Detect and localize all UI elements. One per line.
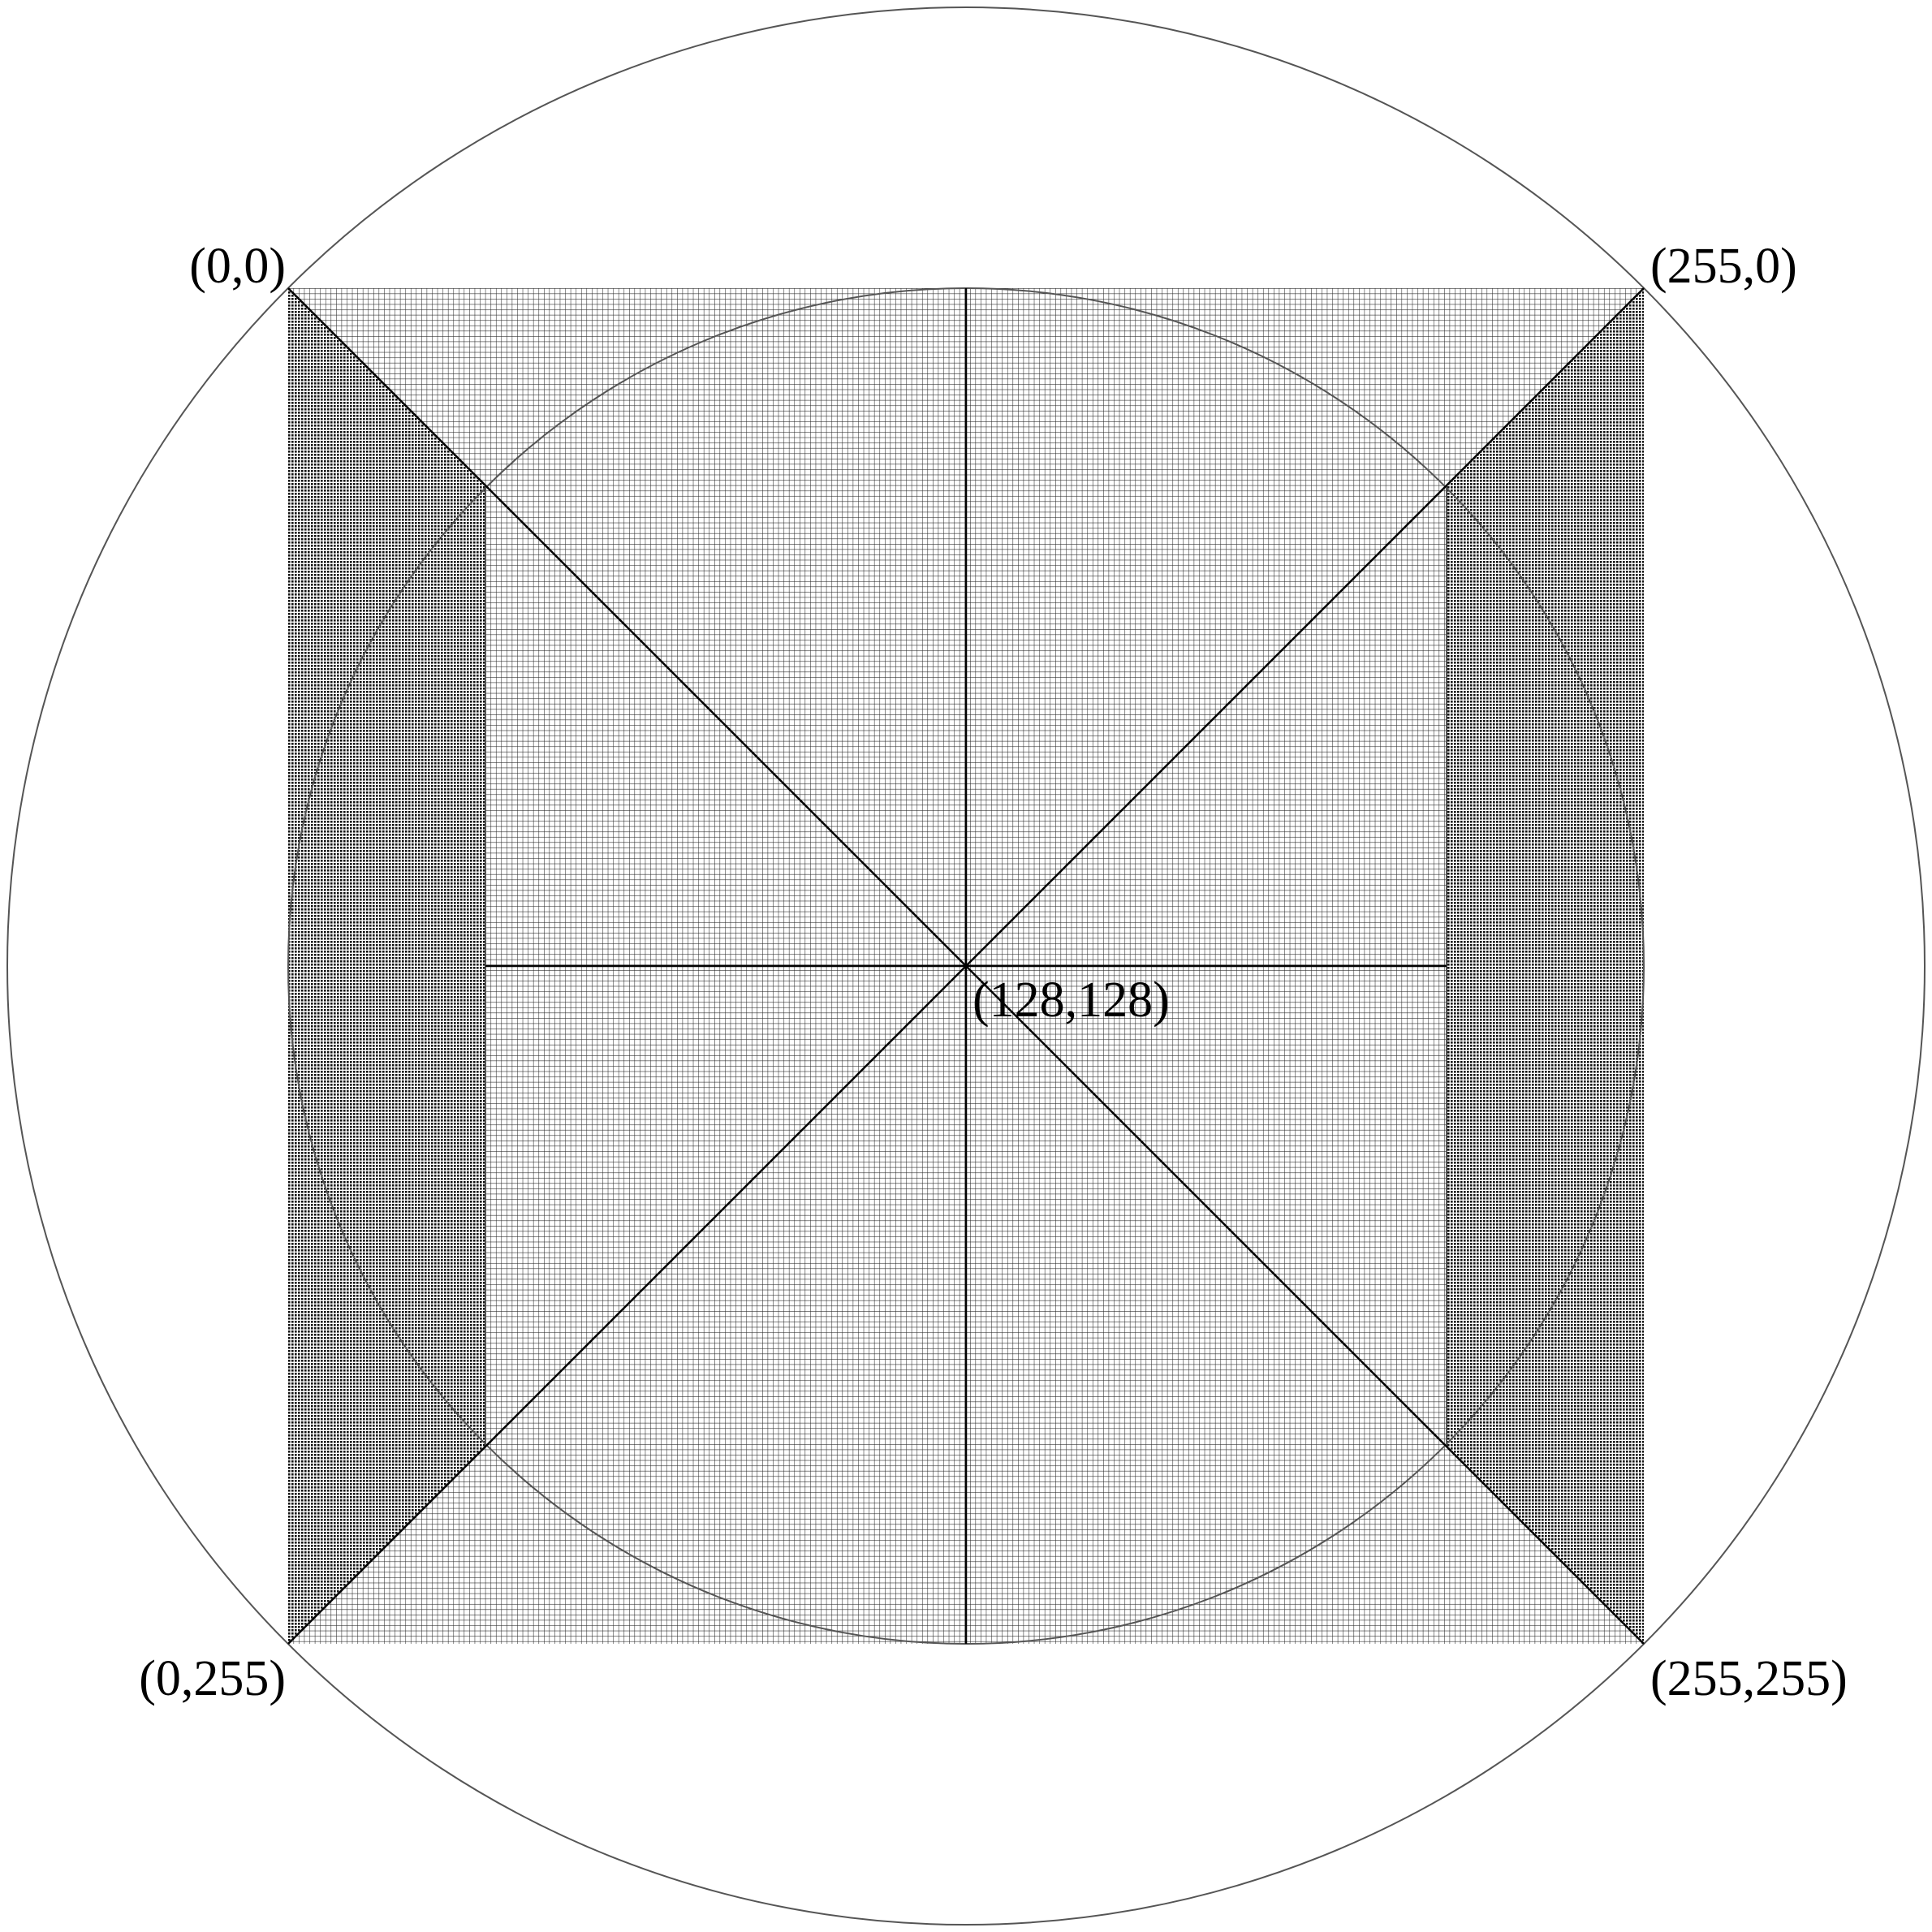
label-center: (128,128): [972, 972, 1170, 1028]
label-top-right: (255,0): [1650, 239, 1797, 294]
outer-circle: [6, 6, 1926, 1926]
label-bottom-left: (0,255): [139, 1651, 286, 1706]
left-dense-region: [288, 288, 485, 1644]
label-bottom-right: (255,255): [1650, 1651, 1848, 1706]
diagonal-line-ascending: [287, 287, 1645, 1645]
label-top-left: (0,0): [189, 239, 286, 294]
right-dense-region: [1447, 288, 1644, 1644]
